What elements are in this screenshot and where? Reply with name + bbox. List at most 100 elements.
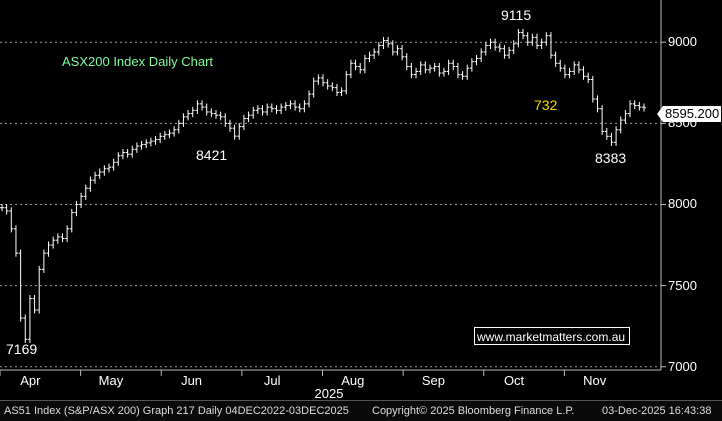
ohlc-bar xyxy=(451,59,456,71)
ohlc-bar xyxy=(530,33,535,46)
watermark-link[interactable]: www.marketmatters.com.au xyxy=(474,327,630,345)
ohlc-bar xyxy=(479,48,484,62)
ohlc-bar xyxy=(269,103,274,113)
ohlc-bar xyxy=(344,71,349,95)
ohlc-bar xyxy=(232,124,237,140)
ohlc-bar xyxy=(65,225,70,243)
ohlc-bar xyxy=(283,101,288,111)
ohlc-bar xyxy=(255,105,260,114)
x-tick-marks xyxy=(0,370,565,376)
ohlc-bar xyxy=(353,59,358,71)
ohlc-bar xyxy=(628,100,633,118)
ohlc-bar xyxy=(120,148,125,160)
ohlc-bar xyxy=(521,28,526,40)
ohlc-bar xyxy=(297,103,302,113)
ohlc-bar xyxy=(637,101,642,111)
ohlc-bar xyxy=(423,61,428,74)
ohlc-bar xyxy=(265,103,270,116)
ohlc-bar xyxy=(539,38,544,50)
ohlc-bar xyxy=(93,171,98,184)
ohlc-bar xyxy=(181,113,186,127)
drop-annotation: 732 xyxy=(534,97,558,113)
ohlc-bar xyxy=(4,204,9,215)
ohlc-bar xyxy=(176,119,181,134)
ohlc-bar xyxy=(455,62,460,79)
ohlc-bar xyxy=(372,48,377,59)
grid-lines xyxy=(0,41,666,368)
ohlc-bar xyxy=(339,87,344,97)
ohlc-bar xyxy=(144,139,149,148)
ohlc-bar xyxy=(386,37,391,48)
ohlc-bar xyxy=(60,233,65,243)
ohlc-bar xyxy=(623,110,628,124)
ohlc-bar xyxy=(483,41,488,56)
y-tick-label: 9000 xyxy=(668,34,697,50)
ohlc-bar xyxy=(535,33,539,50)
ohlc-bar xyxy=(358,62,363,74)
y-tick-label: 7500 xyxy=(668,277,697,293)
ohlc-bar xyxy=(460,71,465,80)
ohlc-bar xyxy=(51,236,56,249)
ohlc-bar xyxy=(604,127,609,140)
ohlc-bar xyxy=(516,28,521,48)
ohlc-bar xyxy=(204,103,209,116)
ohlc-bar xyxy=(209,108,214,118)
ohlc-bar xyxy=(548,32,553,59)
ohlc-bar xyxy=(567,67,572,79)
ohlc-bar xyxy=(172,126,177,137)
ohlc-bar xyxy=(241,114,246,131)
ohlc-bar xyxy=(367,51,372,62)
ohlc-bar xyxy=(437,62,442,77)
ohlc-bar xyxy=(311,77,316,98)
footer-copyright: Copyright© 2025 Bloomberg Finance L.P. xyxy=(372,405,575,417)
ohlc-bar xyxy=(590,75,595,103)
ohlc-bar xyxy=(125,148,130,158)
ohlc-bar xyxy=(162,131,167,140)
low-annotation: 7169 xyxy=(6,341,38,357)
x-tick-label: Nov xyxy=(583,373,607,388)
mid-low-annotation: 8421 xyxy=(196,147,228,163)
ohlc-bar xyxy=(18,249,23,322)
ohlc-bar xyxy=(293,100,298,111)
ohlc-bar xyxy=(69,209,74,233)
high-annotation: 9115 xyxy=(501,7,532,23)
ohlc-bar xyxy=(493,38,498,51)
ohlc-bar xyxy=(418,61,423,75)
ohlc-bar xyxy=(474,54,479,66)
last-price-pointer xyxy=(657,106,663,122)
ohlc-bar xyxy=(134,142,139,153)
ohlc-bars xyxy=(0,28,646,343)
ohlc-bar xyxy=(400,45,405,61)
ohlc-bar xyxy=(465,64,470,80)
ohlc-bar xyxy=(46,241,51,257)
ohlc-bar xyxy=(307,90,312,108)
ohlc-bar xyxy=(274,105,279,114)
ohlc-bar xyxy=(600,105,605,136)
ohlc-bar xyxy=(23,314,28,343)
ohlc-bar xyxy=(246,111,251,123)
ohlc-bar xyxy=(321,74,325,87)
bloomberg-footer: AS51 Index (S&P/ASX 200) Graph 217 Daily… xyxy=(0,400,722,421)
ohlc-bar xyxy=(409,62,414,79)
ohlc-bar xyxy=(441,67,446,77)
ohlc-bar xyxy=(334,84,339,97)
ohlc-bar xyxy=(632,100,637,110)
ohlc-bar xyxy=(497,43,502,53)
ohlc-bar xyxy=(148,137,153,147)
ohlc-bar xyxy=(395,45,400,56)
price-chart xyxy=(0,0,666,376)
ohlc-bar xyxy=(111,158,116,171)
ohlc-bar xyxy=(195,100,200,114)
footer-index-info: AS51 Index (S&P/ASX 200) Graph 217 Daily… xyxy=(4,405,349,417)
ohlc-bar xyxy=(428,64,432,74)
ohlc-bar xyxy=(618,116,623,134)
ohlc-bar xyxy=(79,192,84,209)
ohlc-bar xyxy=(37,265,42,314)
ohlc-bar xyxy=(507,46,512,59)
ohlc-bar xyxy=(139,140,144,150)
ohlc-bar xyxy=(586,72,591,84)
ohlc-bar xyxy=(97,168,102,179)
ohlc-bar xyxy=(348,59,353,79)
ohlc-bar xyxy=(325,79,330,90)
ohlc-bar xyxy=(362,54,367,74)
